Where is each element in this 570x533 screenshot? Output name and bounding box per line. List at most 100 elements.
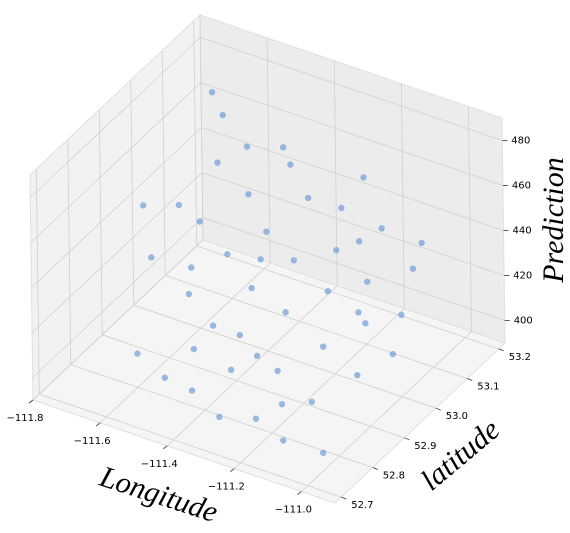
point bbox=[216, 413, 223, 421]
tick-mark bbox=[498, 348, 504, 352]
point bbox=[319, 343, 327, 350]
x-tick-label: −111.8 bbox=[6, 413, 43, 424]
point bbox=[280, 437, 287, 444]
point bbox=[196, 218, 203, 225]
point bbox=[219, 111, 226, 119]
x-axis-label: Longitude bbox=[95, 460, 222, 529]
point bbox=[188, 264, 195, 271]
point bbox=[209, 322, 217, 329]
grid-line bbox=[201, 172, 505, 276]
grid-line bbox=[133, 304, 436, 409]
x-tick-label: −111.0 bbox=[275, 505, 312, 516]
point bbox=[304, 194, 312, 202]
z-axis-label: Prediction bbox=[537, 157, 570, 284]
y-tick-label: 53.1 bbox=[477, 382, 499, 393]
point bbox=[253, 352, 261, 360]
point bbox=[279, 144, 287, 151]
point bbox=[360, 174, 367, 181]
point bbox=[338, 204, 345, 212]
grid-line bbox=[196, 245, 499, 350]
y-tick-label: 53.2 bbox=[509, 352, 531, 363]
grid-line bbox=[234, 308, 405, 469]
y-tick-label: 52.7 bbox=[351, 500, 373, 511]
z-tick-label: 480 bbox=[511, 136, 530, 147]
x-tick-label: −111.2 bbox=[208, 482, 245, 493]
grid-line bbox=[165, 275, 468, 379]
point bbox=[362, 320, 369, 327]
point bbox=[208, 88, 216, 96]
z-tick-label: 460 bbox=[512, 181, 531, 192]
point bbox=[398, 311, 405, 319]
tick-mark bbox=[95, 422, 101, 427]
point bbox=[287, 161, 294, 168]
tick-mark bbox=[297, 491, 302, 495]
point bbox=[290, 257, 297, 264]
grid-line bbox=[32, 239, 204, 401]
point bbox=[214, 159, 221, 166]
point bbox=[188, 387, 196, 394]
y-axis-label: latitude bbox=[415, 413, 506, 497]
tick-mark bbox=[404, 437, 410, 441]
grid-line bbox=[202, 217, 505, 321]
point bbox=[190, 345, 198, 353]
point bbox=[418, 239, 425, 247]
point bbox=[308, 398, 315, 406]
grid-line bbox=[31, 127, 202, 288]
grid-line bbox=[201, 127, 504, 231]
grid-line bbox=[39, 393, 342, 498]
y-tick-label: 53.0 bbox=[446, 411, 468, 422]
grid-line bbox=[30, 82, 202, 243]
point bbox=[278, 401, 286, 408]
point bbox=[282, 309, 289, 316]
point bbox=[227, 366, 235, 374]
grid-line bbox=[200, 37, 503, 141]
y-tick-label: 52.9 bbox=[414, 441, 436, 452]
point bbox=[364, 278, 371, 285]
x-tick-label: −111.6 bbox=[74, 436, 111, 447]
point bbox=[378, 225, 385, 232]
tick-mark bbox=[372, 467, 378, 470]
grid-line bbox=[166, 285, 338, 447]
point bbox=[409, 265, 417, 272]
point bbox=[245, 191, 252, 198]
point bbox=[185, 290, 193, 298]
point bbox=[257, 256, 264, 263]
point bbox=[263, 228, 270, 235]
tick-mark bbox=[435, 407, 441, 411]
point bbox=[355, 309, 362, 316]
y-tick-label: 52.8 bbox=[383, 470, 405, 481]
point bbox=[355, 238, 363, 245]
point bbox=[248, 284, 255, 292]
point bbox=[252, 415, 260, 422]
tick-mark bbox=[230, 468, 235, 472]
x-tick-label: −111.4 bbox=[141, 459, 178, 470]
point bbox=[139, 202, 147, 209]
tick-mark bbox=[162, 445, 168, 450]
point bbox=[148, 254, 155, 261]
point bbox=[161, 374, 168, 381]
grid-line bbox=[99, 262, 271, 424]
point bbox=[134, 350, 141, 357]
z-tick-label: 400 bbox=[514, 316, 533, 327]
point bbox=[320, 449, 327, 457]
point bbox=[236, 331, 244, 339]
grid-line bbox=[30, 37, 201, 198]
point bbox=[324, 288, 332, 295]
grid-line bbox=[31, 172, 203, 333]
tick-mark bbox=[341, 496, 347, 500]
point bbox=[389, 350, 397, 358]
point bbox=[274, 367, 281, 375]
z-tick-label: 420 bbox=[513, 271, 532, 282]
grid-line bbox=[32, 217, 203, 378]
tick-mark bbox=[28, 399, 34, 404]
point bbox=[354, 372, 361, 379]
point bbox=[224, 251, 231, 258]
grid-line bbox=[102, 334, 405, 439]
grid-line bbox=[301, 331, 472, 492]
point bbox=[243, 143, 251, 150]
z-tick-label: 440 bbox=[513, 226, 532, 237]
grid-line bbox=[200, 82, 504, 186]
point bbox=[175, 201, 183, 209]
tick-mark bbox=[467, 378, 473, 381]
